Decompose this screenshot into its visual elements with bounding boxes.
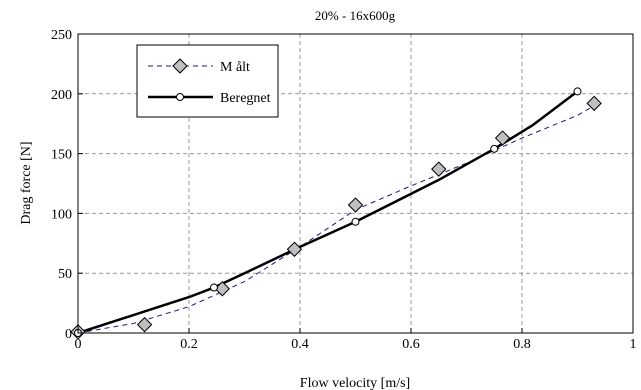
legend-marker-beregnet (176, 93, 184, 101)
y-tick-label: 0 (65, 327, 72, 342)
legend: M ålt Beregnet (136, 44, 279, 118)
data-point-beregnet (351, 217, 360, 226)
legend-label-maalt: M ålt (220, 60, 250, 75)
y-tick-label: 150 (51, 148, 72, 163)
x-axis-title: Flow velocity [m/s] (300, 376, 410, 390)
data-point-maalt (347, 197, 364, 213)
axis-ticks: 0 0.2 0.4 0.6 0.8 1 0 50 100 150 200 250 (51, 28, 637, 352)
data-point-maalt (136, 316, 153, 333)
data-point-beregnet (573, 87, 582, 96)
data-point-maalt (286, 241, 303, 257)
y-tick-label: 250 (51, 28, 72, 43)
legend-label-beregnet: Beregnet (220, 91, 271, 106)
data-point-beregnet (490, 144, 499, 153)
chart-title: 20% - 16x600g (315, 8, 396, 23)
data-point-beregnet (209, 283, 218, 292)
x-tick-label: 0.4 (291, 337, 309, 352)
y-tick-label: 50 (58, 267, 72, 282)
x-tick-label: 0.8 (513, 337, 531, 352)
y-tick-label: 100 (51, 207, 72, 222)
plot-frame (77, 33, 634, 334)
y-axis-title: Drag force [N] (19, 141, 34, 224)
series-line-0 (77, 105, 595, 334)
legend-box (136, 44, 279, 118)
x-tick-label: 0.6 (402, 337, 420, 352)
data-point-maalt (494, 130, 511, 146)
data-point-maalt (431, 161, 447, 177)
y-tick-label: 200 (51, 88, 72, 103)
series-line-1 (77, 90, 579, 335)
series-markers (70, 87, 602, 340)
x-tick-label: 1 (630, 337, 637, 352)
x-tick-label: 0 (75, 337, 82, 352)
legend-marker-maalt (172, 58, 188, 74)
series-lines (77, 90, 595, 335)
x-tick-label: 0.2 (180, 337, 198, 352)
data-point-maalt (586, 95, 602, 112)
grid (78, 34, 633, 333)
